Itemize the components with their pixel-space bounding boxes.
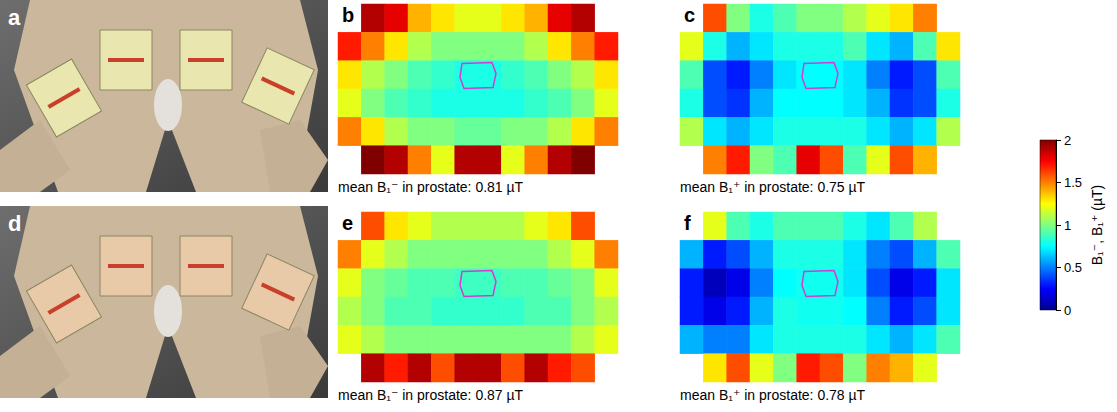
svg-text:0: 0 bbox=[1064, 303, 1071, 318]
svg-text:1: 1 bbox=[1064, 218, 1071, 233]
svg-text:mean B₁⁺ in prostate: 0.78 µT: mean B₁⁺ in prostate: 0.78 µT bbox=[680, 387, 866, 403]
svg-text:f: f bbox=[684, 212, 691, 234]
svg-text:a: a bbox=[8, 5, 21, 30]
svg-text:mean B₁⁻ in prostate: 0.81 µT: mean B₁⁻ in prostate: 0.81 µT bbox=[338, 179, 524, 195]
svg-text:mean B₁⁺ in prostate: 0.75 µT: mean B₁⁺ in prostate: 0.75 µT bbox=[680, 179, 866, 195]
svg-text:d: d bbox=[8, 211, 21, 236]
svg-text:1.5: 1.5 bbox=[1064, 175, 1082, 190]
svg-text:2: 2 bbox=[1064, 133, 1071, 148]
svg-text:e: e bbox=[342, 212, 353, 234]
svg-text:0.5: 0.5 bbox=[1064, 260, 1082, 275]
svg-text:B₁⁻, B₁⁺ (µT): B₁⁻, B₁⁺ (µT) bbox=[1089, 185, 1105, 266]
svg-text:mean B₁⁻ in prostate: 0.87 µT: mean B₁⁻ in prostate: 0.87 µT bbox=[338, 387, 524, 403]
svg-text:c: c bbox=[684, 4, 695, 26]
svg-text:b: b bbox=[342, 4, 354, 26]
